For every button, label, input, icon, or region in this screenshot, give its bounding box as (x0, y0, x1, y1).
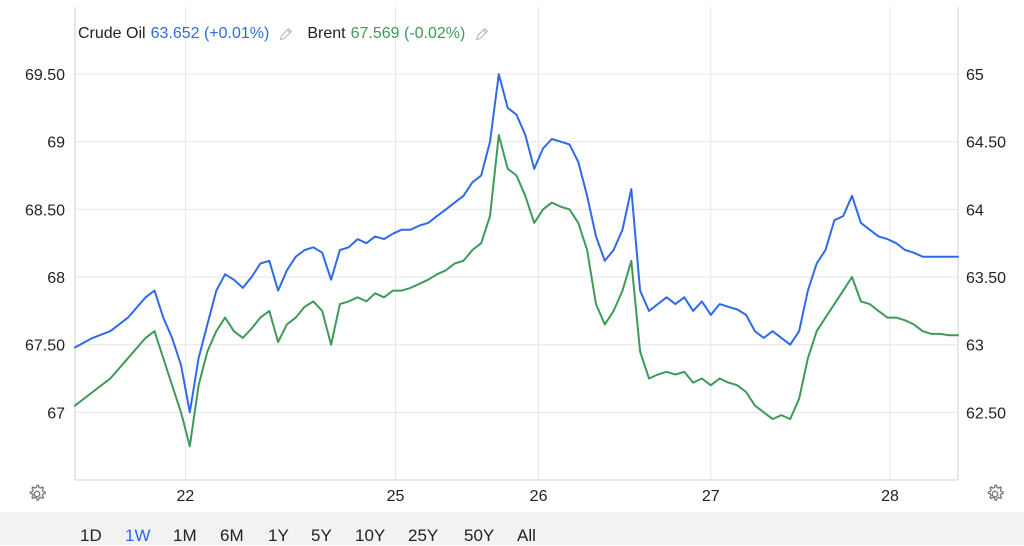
range-button-1y[interactable]: 1Y (268, 526, 289, 545)
legend-item-crude-oil[interactable]: Crude Oil 63.652 (+0.01%) (78, 25, 295, 43)
range-button-all[interactable]: All (517, 526, 536, 545)
brent-series-line (74, 134, 959, 448)
legend-crude-name: Crude Oil (78, 25, 146, 42)
y-tick-label-left: 69.50 (25, 67, 65, 84)
y-tick-label-right: 62.50 (966, 405, 1006, 422)
y-tick-label-left: 68 (47, 270, 65, 287)
x-tick-label: 26 (530, 488, 548, 505)
chart-legend: Crude Oil 63.652 (+0.01%) Brent 67.569 (… (78, 24, 503, 44)
y-tick-label-right: 63 (966, 338, 984, 355)
x-tick-label: 25 (387, 488, 405, 505)
y-tick-label-left: 69 (47, 135, 65, 152)
y-tick-label-right: 64.50 (966, 135, 1006, 152)
legend-crude-change: (+0.01%) (203, 25, 270, 42)
right-axis-settings-gear-icon[interactable] (984, 483, 1006, 505)
x-tick-label: 28 (881, 488, 899, 505)
legend-brent-value: 67.569 (350, 25, 400, 42)
legend-brent-name: Brent (307, 25, 346, 42)
range-button-1d[interactable]: 1D (80, 526, 102, 545)
legend-crude-value: 63.652 (150, 25, 200, 42)
y-tick-label-right: 65 (966, 67, 984, 84)
line-chart: 67 67.50 68 68.50 69 69.50 62.50 63 63.50 64 64.50… (25, 7, 1006, 505)
crude-oil-series-line (74, 73, 959, 414)
range-button-5y[interactable]: 5Y (311, 526, 332, 545)
range-button-1w[interactable]: 1W (125, 526, 151, 545)
left-axis-settings-gear-icon[interactable] (26, 483, 48, 505)
edit-pencil-icon[interactable] (473, 25, 491, 43)
range-button-6m[interactable]: 6M (220, 526, 244, 545)
range-button-50y[interactable]: 50Y (464, 526, 495, 545)
y-tick-label-left: 67.50 (25, 338, 65, 355)
legend-brent-change: (-0.02%) (403, 25, 466, 42)
range-button-1m[interactable]: 1M (173, 526, 197, 545)
legend-item-brent[interactable]: Brent 67.569 (-0.02%) (307, 25, 491, 43)
range-button-10y[interactable]: 10Y (355, 526, 386, 545)
y-tick-label-right: 64 (966, 202, 984, 219)
y-tick-label-left: 68.50 (25, 202, 65, 219)
range-button-25y[interactable]: 25Y (408, 526, 439, 545)
x-tick-label: 22 (176, 488, 194, 505)
edit-pencil-icon[interactable] (277, 25, 295, 43)
x-tick-label: 27 (702, 488, 720, 505)
y-tick-label-left: 67 (47, 405, 65, 422)
time-range-selector: 1D 1W 1M 6M 1Y 5Y 10Y 25Y 50Y All (0, 512, 1024, 545)
y-tick-label-right: 63.50 (966, 270, 1006, 287)
